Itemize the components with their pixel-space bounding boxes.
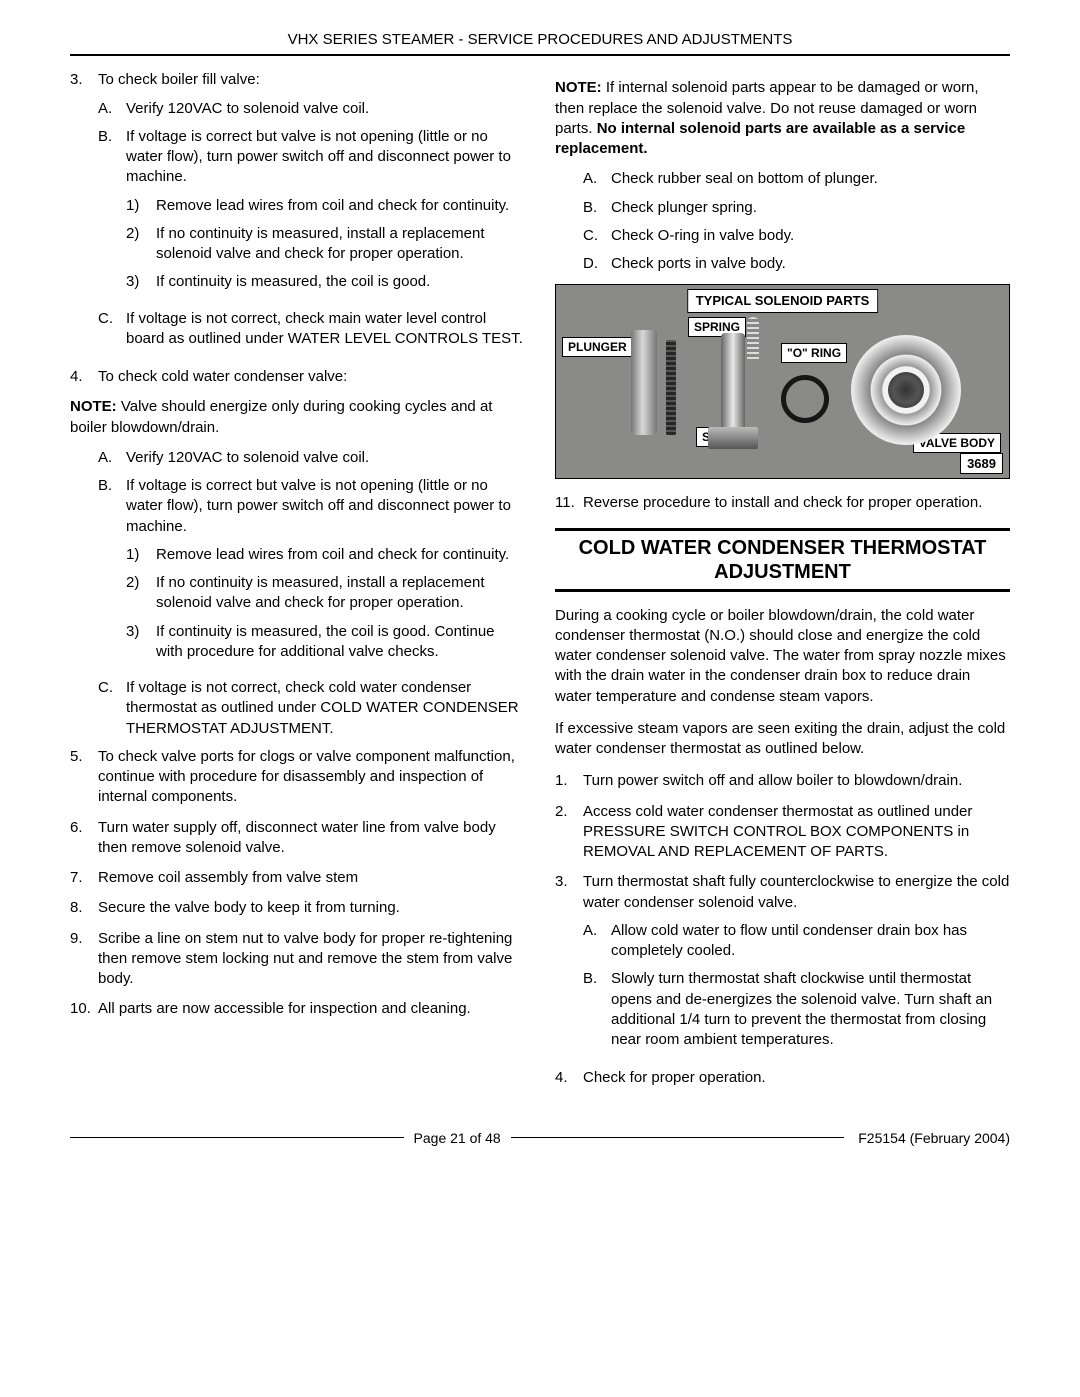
part-screw-icon	[666, 340, 676, 435]
step-4b2: 2)If no continuity is measured, install …	[126, 573, 525, 614]
step-4: 4. To check cold water condenser valve:	[70, 367, 525, 387]
step-3a: A. Verify 120VAC to solenoid valve coil.	[98, 99, 525, 119]
para-2: If excessive steam vapors are seen exiti…	[555, 719, 1010, 760]
content-columns: 3. To check boiler fill valve: A. Verify…	[70, 70, 1010, 1098]
note-4: NOTE: Valve should energize only during …	[70, 397, 525, 438]
step-4b: B. If voltage is correct but valve is no…	[98, 476, 525, 670]
figure-title: TYPICAL SOLENOID PARTS	[687, 289, 879, 313]
page-footer: Page 21 of 48 F25154 (February 2004)	[70, 1129, 1010, 1148]
right-column: NOTE: If internal solenoid parts appear …	[555, 70, 1010, 1098]
step-10: 10.All parts are now accessible for insp…	[70, 999, 525, 1019]
check-a: A.Check rubber seal on bottom of plunger…	[583, 169, 1010, 189]
solenoid-parts-figure: TYPICAL SOLENOID PARTS SPRING PLUNGER "O…	[555, 284, 1010, 479]
section-heading: COLD WATER CONDENSER THERMOSTAT ADJUSTME…	[555, 528, 1010, 592]
step-4b1: 1)Remove lead wires from coil and check …	[126, 545, 525, 565]
adj-step-3: 3. Turn thermostat shaft fully countercl…	[555, 872, 1010, 1058]
check-d: D.Check ports in valve body.	[583, 254, 1010, 274]
note-right: NOTE: If internal solenoid parts appear …	[555, 78, 1010, 159]
step-num: 3.	[70, 70, 98, 357]
adj-step-2: 2.Access cold water condenser thermostat…	[555, 802, 1010, 863]
figure-number: 3689	[960, 453, 1003, 475]
left-column: 3. To check boiler fill valve: A. Verify…	[70, 70, 525, 1098]
footer-page: Page 21 of 48	[404, 1129, 511, 1148]
footer-rule-left	[70, 1137, 404, 1138]
part-oring-icon	[781, 375, 829, 423]
step-11: 11.Reverse procedure to install and chec…	[555, 493, 1010, 513]
procedure-list-left: 3. To check boiler fill valve: A. Verify…	[70, 70, 525, 387]
part-plunger-icon	[631, 330, 657, 435]
step-6: 6.Turn water supply off, disconnect wate…	[70, 818, 525, 859]
step-4a: A.Verify 120VAC to solenoid valve coil.	[98, 448, 525, 468]
step-text: To check boiler fill valve:	[98, 71, 260, 88]
step-5: 5.To check valve ports for clogs or valv…	[70, 747, 525, 808]
para-1: During a cooking cycle or boiler blowdow…	[555, 606, 1010, 707]
step-3b: B. If voltage is correct but valve is no…	[98, 127, 525, 301]
step-7: 7.Remove coil assembly from valve stem	[70, 868, 525, 888]
step-3b2: 2)If no continuity is measured, install …	[126, 224, 525, 265]
step-4b3: 3)If continuity is measured, the coil is…	[126, 622, 525, 663]
step-3b3: 3)If continuity is measured, the coil is…	[126, 272, 525, 292]
label-oring: "O" RING	[781, 343, 847, 363]
adj-step-3b: B.Slowly turn thermostat shaft clockwise…	[583, 969, 1010, 1050]
adj-step-4: 4.Check for proper operation.	[555, 1068, 1010, 1088]
label-plunger: PLUNGER	[562, 337, 633, 357]
step-8: 8.Secure the valve body to keep it from …	[70, 898, 525, 918]
footer-rule-right	[511, 1137, 845, 1138]
check-b: B.Check plunger spring.	[583, 198, 1010, 218]
step-4c: C.If voltage is not correct, check cold …	[98, 678, 525, 739]
part-valve-center-icon	[888, 372, 924, 408]
adj-step-1: 1.Turn power switch off and allow boiler…	[555, 771, 1010, 791]
check-c: C.Check O-ring in valve body.	[583, 226, 1010, 246]
footer-docref: F25154 (February 2004)	[844, 1129, 1010, 1148]
header-title: VHX SERIES STEAMER - SERVICE PROCEDURES …	[288, 31, 793, 48]
page-header: VHX SERIES STEAMER - SERVICE PROCEDURES …	[70, 30, 1010, 56]
step-9: 9.Scribe a line on stem nut to valve bod…	[70, 929, 525, 990]
note-text: Valve should energize only during cookin…	[70, 398, 492, 435]
part-spring-icon	[747, 317, 759, 362]
step-3b1: 1)Remove lead wires from coil and check …	[126, 196, 525, 216]
note-label: NOTE:	[70, 398, 117, 415]
part-stem-base-icon	[708, 427, 758, 449]
adj-step-3a: A.Allow cold water to flow until condens…	[583, 921, 1010, 962]
step-3c: C. If voltage is not correct, check main…	[98, 309, 525, 350]
step-3: 3. To check boiler fill valve: A. Verify…	[70, 70, 525, 357]
